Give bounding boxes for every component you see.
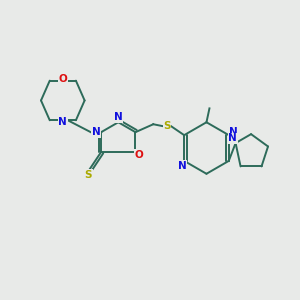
Text: N: N [228, 133, 237, 143]
Text: N: N [178, 161, 187, 171]
Text: S: S [85, 170, 92, 180]
Text: N: N [114, 112, 123, 122]
Text: N: N [92, 127, 100, 137]
Text: N: N [230, 127, 238, 137]
Text: O: O [58, 74, 67, 84]
Text: S: S [164, 121, 171, 131]
Text: O: O [134, 150, 143, 160]
Text: N: N [58, 117, 67, 127]
